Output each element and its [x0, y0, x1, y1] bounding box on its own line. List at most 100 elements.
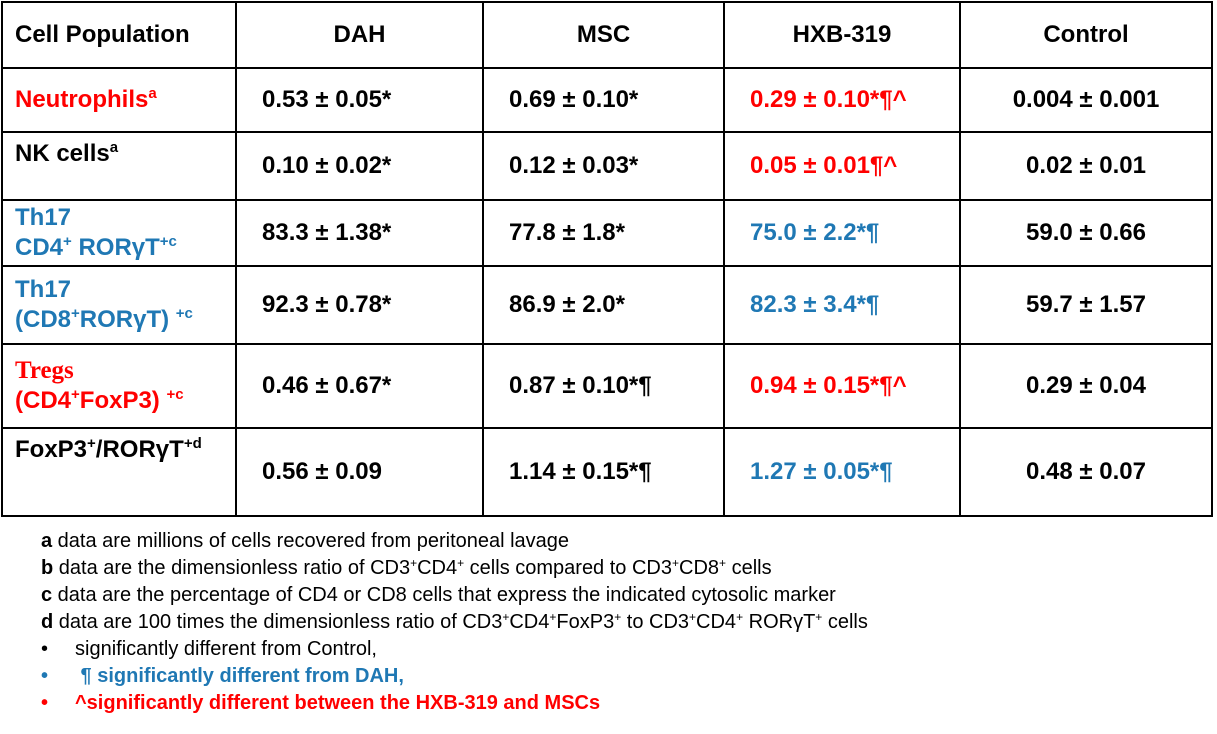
footnote-text: data are the dimensionless ratio of CD3	[53, 557, 411, 579]
superscript: +	[502, 610, 510, 624]
label-part: FoxP3)	[79, 387, 167, 414]
value-control: 0.02 ± 0.01	[959, 131, 1213, 201]
value-dah: 0.10 ± 0.02*	[235, 131, 484, 201]
footnote-text: RORγT	[743, 611, 816, 633]
value-hxb-319: 75.0 ± 2.2*¶	[723, 199, 961, 267]
value-dah: 0.46 ± 0.67*	[235, 343, 484, 429]
footnote-marker: +c	[175, 305, 193, 322]
footnote-marker: a	[109, 139, 119, 156]
value-msc: 0.69 ± 0.10*	[482, 67, 725, 133]
superscript: +	[815, 610, 823, 624]
footnote-pilcrow: • ¶ significantly different from DAH,	[41, 663, 868, 690]
value-hxb-319: 82.3 ± 3.4*¶	[723, 265, 961, 345]
footnote-key: a	[41, 530, 53, 552]
footnote-text: CD4	[417, 557, 458, 579]
header-msc: MSC	[482, 1, 725, 69]
footnote-key: c	[41, 584, 53, 606]
superscript: +	[410, 556, 418, 570]
footnote-c: c data are the percentage of CD4 or CD8 …	[41, 582, 868, 609]
value-control: 0.48 ± 0.07	[959, 427, 1213, 517]
row-label-line1: Th17	[15, 276, 72, 303]
label-part: CD4	[15, 234, 64, 261]
superscript: +	[672, 556, 680, 570]
row-label-text: NK cells	[15, 140, 110, 167]
value-msc: 0.12 ± 0.03*	[482, 131, 725, 201]
value-msc: 86.9 ± 2.0*	[482, 265, 725, 345]
table-row: NK cellsa 0.10 ± 0.02* 0.12 ± 0.03* 0.05…	[1, 131, 1213, 201]
row-label-th17-cd8: Th17 (CD8+RORγT) +c	[1, 265, 237, 345]
superscript: +	[71, 305, 80, 322]
value-dah: 92.3 ± 0.78*	[235, 265, 484, 345]
row-label-line2: CD4+ RORγT+c	[15, 233, 235, 263]
superscript: +	[614, 610, 622, 624]
label-part: /RORγT	[95, 436, 184, 463]
footnote-text: CD4	[509, 611, 550, 633]
value-dah: 0.56 ± 0.09	[235, 427, 484, 517]
table-row: Neutrophilsa 0.53 ± 0.05* 0.69 ± 0.10* 0…	[1, 67, 1213, 133]
footnote-marker: +c	[159, 233, 177, 250]
header-dah: DAH	[235, 1, 484, 69]
footnote-text: CD8	[679, 557, 720, 579]
table-row: Th17 (CD8+RORγT) +c 92.3 ± 0.78* 86.9 ± …	[1, 265, 1213, 345]
row-label-th17-cd4: Th17 CD4+ RORγT+c	[1, 199, 237, 267]
row-label-line2: (CD8+RORγT) +c	[15, 305, 235, 335]
value-dah: 0.53 ± 0.05*	[235, 67, 484, 133]
table-row: Tregs (CD4+FoxP3) +c 0.46 ± 0.67* 0.87 ±…	[1, 343, 1213, 429]
superscript: +	[549, 610, 557, 624]
row-label-line1: Th17	[15, 204, 72, 231]
footnote-text: significantly different from Control,	[75, 638, 377, 660]
row-label-neutrophils: Neutrophilsa	[1, 67, 237, 133]
footnote-b: b data are the dimensionless ratio of CD…	[41, 555, 868, 582]
footnote-marker: +c	[166, 386, 184, 403]
footnote-marker: a	[148, 85, 157, 102]
footnote-text: ¶ significantly different from DAH,	[75, 665, 404, 687]
value-hxb-319: 0.94 ± 0.15*¶^	[723, 343, 961, 429]
footnote-text: cells	[726, 557, 772, 579]
value-msc: 0.87 ± 0.10*¶	[482, 343, 725, 429]
superscript: +	[689, 610, 697, 624]
results-table: Cell Population DAH MSC HXB-319 Control …	[1, 1, 1213, 517]
table-row: FoxP3+/RORγT+d 0.56 ± 0.09 1.14 ± 0.15*¶…	[1, 427, 1213, 517]
superscript: +	[457, 556, 465, 570]
footnote-key: d	[41, 611, 54, 633]
table-row: Th17 CD4+ RORγT+c 83.3 ± 1.38* 77.8 ± 1.…	[1, 199, 1213, 267]
footnote-text: CD4	[696, 611, 737, 633]
bullet-icon: •	[41, 692, 49, 714]
footnote-text: FoxP3	[556, 611, 615, 633]
footnotes: a data are millions of cells recovered f…	[41, 528, 868, 717]
label-part: RORγT)	[79, 306, 176, 333]
superscript: +	[71, 386, 80, 403]
row-label-line2: (CD4+FoxP3) +c	[15, 386, 235, 416]
footnote-a: a data are millions of cells recovered f…	[41, 528, 868, 555]
value-dah: 83.3 ± 1.38*	[235, 199, 484, 267]
value-hxb-319: 1.27 ± 0.05*¶	[723, 427, 961, 517]
row-label-tregs: Tregs (CD4+FoxP3) +c	[1, 343, 237, 429]
value-msc: 77.8 ± 1.8*	[482, 199, 725, 267]
label-part: (CD4	[15, 387, 72, 414]
superscript: +	[719, 556, 727, 570]
footnote-text: ^significantly different between the HXB…	[75, 692, 601, 714]
bullet-icon: •	[41, 638, 49, 660]
footnote-d: d data are 100 times the dimensionless r…	[41, 609, 868, 636]
value-hxb-319: 0.29 ± 0.10*¶^	[723, 67, 961, 133]
footnote-text: data are millions of cells recovered fro…	[52, 530, 570, 552]
header-control: Control	[959, 1, 1213, 69]
value-control: 0.29 ± 0.04	[959, 343, 1213, 429]
bullet-icon: •	[41, 665, 49, 687]
value-msc: 1.14 ± 0.15*¶	[482, 427, 725, 517]
header-hxb-319: HXB-319	[723, 1, 961, 69]
value-control: 59.0 ± 0.66	[959, 199, 1213, 267]
footnote-text: to CD3	[621, 611, 690, 633]
footnote-marker: +d	[183, 435, 202, 452]
footnote-text: data are 100 times the dimensionless rat…	[53, 611, 503, 633]
superscript: +	[736, 610, 744, 624]
row-label-text: Neutrophils	[15, 86, 149, 113]
row-label-foxp3-rorgt-ratio: FoxP3+/RORγT+d	[1, 427, 237, 517]
label-part: (CD8	[15, 306, 72, 333]
label-part: FoxP3	[15, 436, 88, 463]
value-control: 0.004 ± 0.001	[959, 67, 1213, 133]
row-label-line1: Tregs	[15, 357, 74, 384]
footnote-text: cells	[822, 611, 868, 633]
value-control: 59.7 ± 1.57	[959, 265, 1213, 345]
footnote-key: b	[41, 557, 54, 579]
